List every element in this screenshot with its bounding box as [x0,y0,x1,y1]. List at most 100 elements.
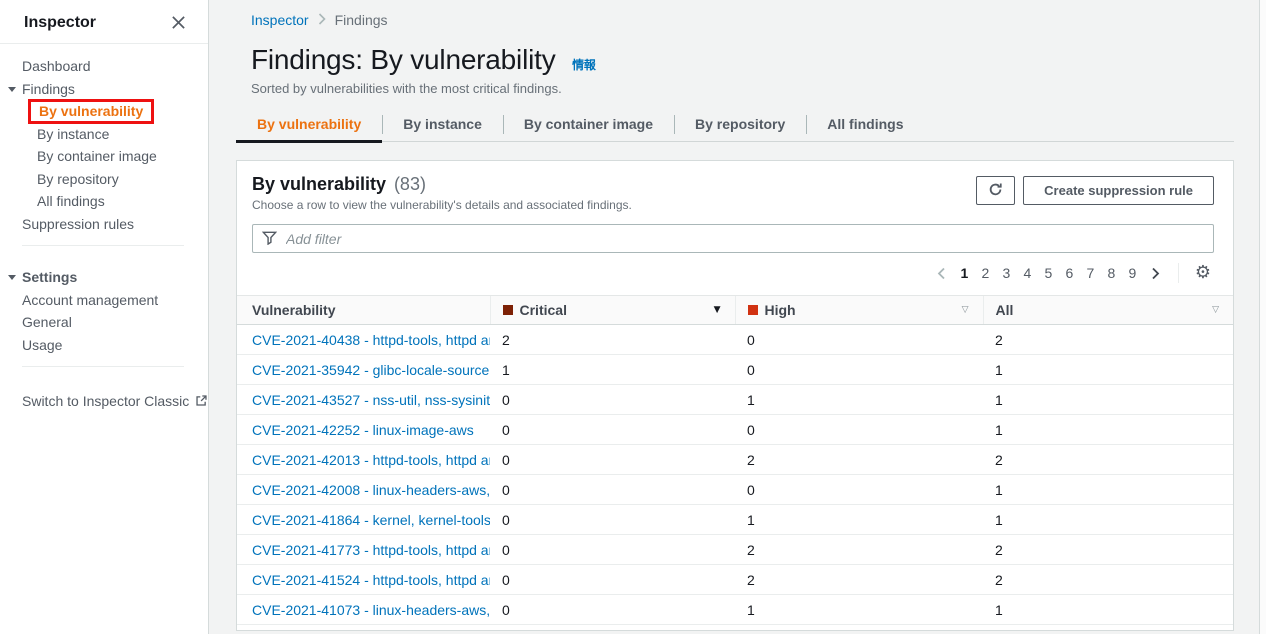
info-link[interactable]: 情報 [572,58,596,72]
sidebar-item-by-vulnerability[interactable]: By vulnerability [0,98,208,124]
main-content: Inspector Findings Findings: By vulnerab… [209,0,1266,634]
page-button-5[interactable]: 5 [1044,265,1053,281]
annotation-highlight-box: By vulnerability [28,98,155,124]
create-suppression-rule-button[interactable]: Create suppression rule [1023,176,1214,205]
column-header-high[interactable]: High ▽ [734,295,983,325]
column-header-all[interactable]: All ▽ [982,295,1233,325]
sidebar-item-label: By repository [37,170,119,187]
page-button-6[interactable]: 6 [1065,265,1074,281]
sidebar-divider [22,366,184,367]
sort-icon[interactable]: ▽ [961,304,969,315]
sidebar: Inspector Dashboard Findings By vulnerab… [0,0,209,634]
external-link-icon [195,394,208,409]
filter-funnel-icon [261,230,278,248]
cve-link[interactable]: CVE-2021-42252 - linux-image-aws [252,421,474,438]
next-page-icon[interactable] [1143,267,1168,280]
sort-descending-icon[interactable]: ▼ [713,304,721,315]
table-row[interactable]: CVE-2021-41773 - httpd-tools, httpd and … [237,534,1233,565]
table-row[interactable]: CVE-2021-41864 - kernel, kernel-tools 0 … [237,504,1233,535]
page-button-1[interactable]: 1 [960,265,969,281]
all-count: 2 [983,564,1233,595]
page-button-8[interactable]: 8 [1107,265,1116,281]
column-header-vulnerability[interactable]: Vulnerability [237,295,490,325]
table-row[interactable]: CVE-2021-43527 - nss-util, nss-sysinit a… [237,384,1233,415]
sidebar-item-general[interactable]: General [0,311,208,334]
page-button-2[interactable]: 2 [981,265,990,281]
sidebar-group-findings[interactable]: Findings [0,78,208,101]
sidebar-title: Inspector [24,13,97,31]
high-count: 0 [735,324,983,355]
high-count: 1 [735,384,983,415]
previous-page-icon[interactable] [929,267,954,280]
critical-count: 0 [490,384,735,415]
critical-count: 0 [490,414,735,445]
sidebar-item-dashboard[interactable]: Dashboard [0,55,208,78]
page-title-text: Findings: By vulnerability [251,44,556,75]
close-icon [171,16,186,33]
sidebar-item-by-container-image[interactable]: By container image [0,145,208,168]
sidebar-item-label: Suppression rules [22,215,135,232]
cve-link[interactable]: CVE-2021-41864 - kernel, kernel-tools [252,511,490,528]
sidebar-item-suppression-rules[interactable]: Suppression rules [0,213,208,236]
column-label: Vulnerability [252,302,336,318]
tab-by-repository[interactable]: By repository [674,109,806,141]
filter-box[interactable] [252,224,1214,253]
critical-count: 0 [490,594,735,625]
cve-link[interactable]: CVE-2021-35942 - glibc-locale-source, gl… [252,361,490,378]
sidebar-item-label: General [22,314,72,331]
page-button-7[interactable]: 7 [1086,265,1095,281]
sidebar-group-label: Findings [22,80,75,97]
scrollbar-track[interactable] [1259,0,1266,634]
cve-link[interactable]: CVE-2021-41773 - httpd-tools, httpd and … [252,541,490,558]
cve-link[interactable]: CVE-2021-40438 - httpd-tools, httpd and … [252,331,490,348]
sidebar-item-label: Dashboard [22,58,91,75]
page-button-4[interactable]: 4 [1023,265,1032,281]
table-row[interactable]: CVE-2021-42252 - linux-image-aws 0 0 1 [237,414,1233,445]
critical-count: 1 [490,354,735,385]
sidebar-item-all-findings[interactable]: All findings [0,190,208,213]
table-row[interactable]: CVE-2021-35942 - glibc-locale-source, gl… [237,354,1233,385]
column-label: High [764,302,796,318]
all-count: 1 [983,474,1233,505]
tab-all-findings[interactable]: All findings [806,109,924,141]
table-preferences-gear-icon[interactable]: ⚙ [1177,263,1221,283]
filter-input[interactable] [286,230,1204,247]
sidebar-item-by-repository[interactable]: By repository [0,168,208,191]
refresh-button[interactable] [976,176,1016,205]
sidebar-item-label: By container image [37,148,157,165]
panel-title: By vulnerability [252,174,387,194]
cve-link[interactable]: CVE-2021-41073 - linux-headers-aws, linu… [252,601,490,618]
tab-by-container-image[interactable]: By container image [502,109,674,141]
all-count: 1 [983,354,1233,385]
sidebar-item-label: By vulnerability [39,102,144,119]
sort-icon[interactable]: ▽ [1212,304,1219,315]
page-button-9[interactable]: 9 [1128,265,1137,281]
sidebar-nav: Dashboard Findings By vulnerability By i… [0,44,208,413]
sidebar-item-usage[interactable]: Usage [0,334,208,357]
sidebar-item-account-management[interactable]: Account management [0,289,208,312]
sidebar-item-by-instance[interactable]: By instance [0,123,208,146]
breadcrumb-link-inspector[interactable]: Inspector [251,12,309,28]
table-row[interactable]: CVE-2021-40438 - httpd-tools, httpd and … [237,324,1233,355]
column-header-critical[interactable]: Critical ▼ [489,295,735,325]
cve-link[interactable]: CVE-2021-43527 - nss-util, nss-sysinit a… [252,391,490,408]
panel-header: By vulnerability (83) Choose a row to vi… [237,161,1233,219]
page-title: Findings: By vulnerability 情報 [236,44,1234,76]
table-row[interactable]: CVE-2021-42013 - httpd-tools, httpd and … [237,444,1233,475]
table-row[interactable]: CVE-2021-41524 - httpd-tools, httpd and … [237,564,1233,595]
page-button-3[interactable]: 3 [1002,265,1011,281]
all-count: 2 [983,324,1233,355]
all-count: 2 [983,534,1233,565]
cve-link[interactable]: CVE-2021-42013 - httpd-tools, httpd and … [252,451,490,468]
cve-link[interactable]: CVE-2021-42008 - linux-headers-aws, linu… [252,481,490,498]
table-row[interactable]: CVE-2021-41073 - linux-headers-aws, linu… [237,594,1233,625]
table-header-row: Vulnerability Critical ▼ High ▽ [237,295,1233,325]
sidebar-item-switch-to-inspector-classic[interactable]: Switch to Inspector Classic [0,390,208,413]
tab-by-instance[interactable]: By instance [382,109,503,141]
sidebar-group-settings[interactable]: Settings [0,266,208,289]
close-sidebar-button[interactable] [169,13,188,32]
cve-link[interactable]: CVE-2021-41524 - httpd-tools, httpd and … [252,571,490,588]
tab-by-vulnerability[interactable]: By vulnerability [236,109,383,143]
high-severity-icon [747,305,758,315]
table-row[interactable]: CVE-2021-42008 - linux-headers-aws, linu… [237,474,1233,505]
